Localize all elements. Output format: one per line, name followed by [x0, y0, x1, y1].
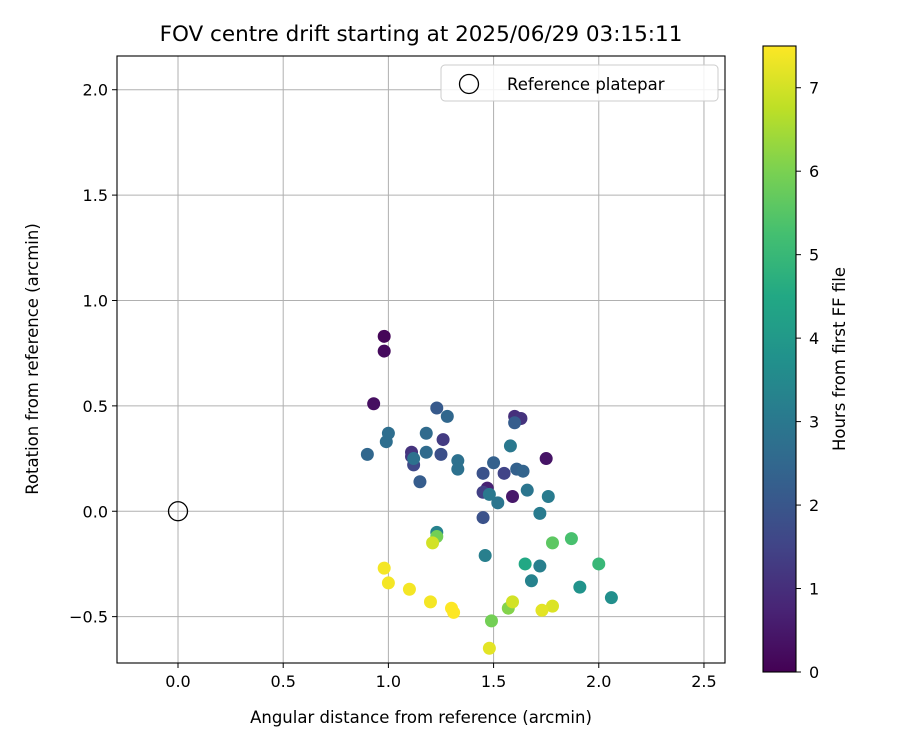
- scatter-point: [506, 489, 520, 503]
- colorbar-tick-label: 6: [809, 162, 819, 181]
- scatter-point: [506, 595, 520, 609]
- scatter-point: [564, 532, 578, 546]
- scatter-point: [524, 574, 538, 588]
- scatter-point: [423, 595, 437, 609]
- colorbar-ticks: 0 1 2 3 4 5 6 7: [796, 79, 819, 682]
- scatter-point: [491, 496, 505, 510]
- scatter-point: [434, 447, 448, 461]
- reference-marker: [167, 501, 189, 522]
- scatter-point: [497, 466, 511, 480]
- scatter-point: [487, 456, 501, 470]
- colorbar-tick-label: 7: [809, 79, 819, 98]
- scatter-point: [482, 487, 496, 501]
- colorbar-tick-label: 3: [809, 413, 819, 432]
- reference-platepar-point: [167, 501, 189, 522]
- colorbar-tick-label: 0: [809, 663, 819, 682]
- legend-marker-icon: [458, 73, 480, 95]
- scatter-point: [508, 416, 522, 430]
- y-tick-label: −0.5: [69, 608, 108, 627]
- scatter-point: [573, 580, 587, 594]
- colorbar: [762, 45, 797, 673]
- x-tick-label: 0.0: [165, 672, 190, 691]
- scatter-point: [539, 452, 553, 466]
- scatter-point: [503, 439, 517, 453]
- scatter-point: [592, 557, 606, 571]
- scatter-point: [478, 549, 492, 563]
- scatter-point: [426, 536, 440, 550]
- scatter-point: [484, 614, 498, 628]
- colorbar-label: Hours from first FF file: [830, 267, 849, 451]
- scatter-point: [476, 466, 490, 480]
- y-tick-label: 1.5: [83, 186, 108, 205]
- x-axis-ticks: 0.0 0.5 1.0 1.5 2.0 2.5: [165, 663, 717, 691]
- scatter-point: [377, 329, 391, 343]
- scatter-point: [516, 464, 530, 478]
- scatter-point: [604, 591, 618, 605]
- legend-entry: Reference platepar: [507, 75, 665, 94]
- scatter-point: [451, 462, 465, 476]
- scatter-point: [447, 605, 461, 619]
- legend-box: [440, 64, 719, 102]
- scatter-point: [381, 576, 395, 590]
- y-tick-label: 2.0: [83, 81, 108, 100]
- scatter-point: [520, 483, 534, 497]
- x-tick-label: 1.0: [376, 672, 401, 691]
- scatter-point: [545, 536, 559, 550]
- scatter-point: [476, 511, 490, 525]
- scatter-point: [533, 559, 547, 573]
- scatter-point: [518, 557, 532, 571]
- colorbar-tick-label: 2: [809, 496, 819, 515]
- scatter-point: [440, 409, 454, 423]
- scatter-point: [533, 506, 547, 520]
- scatter-point: [407, 452, 421, 466]
- scatter-point: [367, 397, 381, 411]
- x-tick-label: 2.0: [586, 672, 611, 691]
- x-axis-label: Angular distance from reference (arcmin): [250, 708, 592, 727]
- x-tick-label: 2.5: [691, 672, 716, 691]
- colorbar-tick-label: 1: [809, 580, 819, 599]
- scatter-point: [381, 426, 395, 440]
- scatter-point: [413, 475, 427, 489]
- y-axis-ticks: −0.5 0.0 0.5 1.0 1.5 2.0: [69, 81, 117, 627]
- scatter-point: [545, 599, 559, 613]
- y-tick-label: 1.0: [83, 291, 108, 310]
- y-tick-label: 0.0: [83, 502, 108, 521]
- scatter-point: [430, 401, 444, 415]
- scatter-point: [482, 641, 496, 655]
- data-points: [360, 329, 618, 655]
- scatter-point: [419, 426, 433, 440]
- colorbar-tick-label: 5: [809, 246, 819, 265]
- plot-frame: [116, 55, 726, 664]
- scatter-point: [419, 445, 433, 459]
- scatter-point: [541, 489, 555, 503]
- grid-lines: [117, 56, 725, 663]
- colorbar-tick-label: 4: [809, 329, 819, 348]
- scatter-point: [377, 344, 391, 358]
- legend: Reference platepar: [440, 64, 719, 102]
- x-tick-label: 0.5: [270, 672, 295, 691]
- y-axis-label: Rotation from reference (arcmin): [23, 223, 42, 495]
- scatter-point: [535, 603, 549, 617]
- chart-title: FOV centre drift starting at 2025/06/29 …: [160, 22, 683, 47]
- scatter-point: [377, 561, 391, 575]
- y-tick-label: 0.5: [83, 397, 108, 416]
- scatter-point: [402, 582, 416, 596]
- x-tick-label: 1.5: [481, 672, 506, 691]
- scatter-point: [436, 433, 450, 447]
- scatter-point: [360, 447, 374, 461]
